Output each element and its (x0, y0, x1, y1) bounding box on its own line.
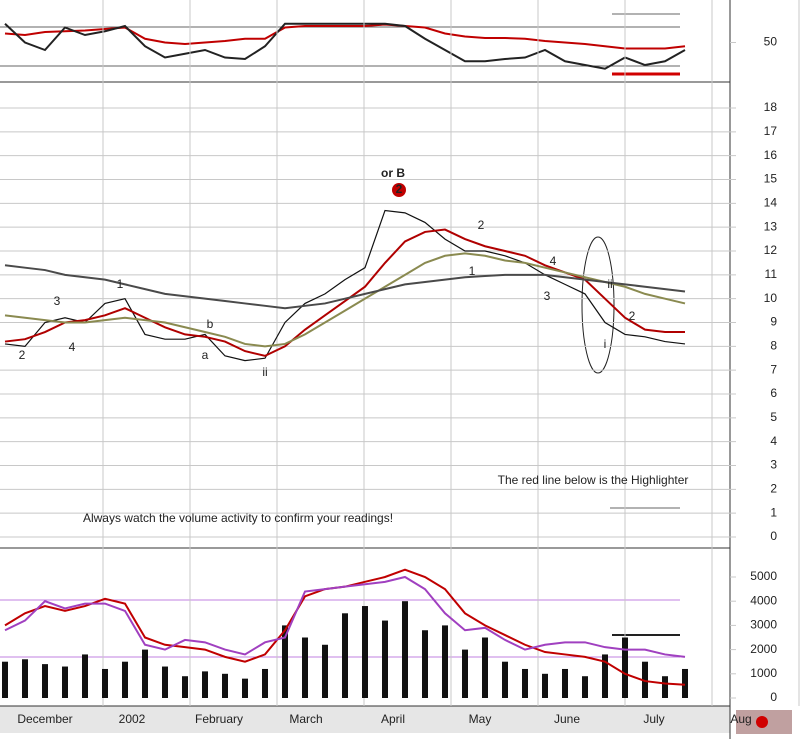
y-tick-label: 16 (764, 148, 778, 162)
x-tick-label: July (643, 712, 664, 726)
volume-bar (682, 668, 688, 698)
annotation: a (202, 348, 209, 362)
y-tick-label: 10 (764, 291, 778, 305)
volume-bar (462, 649, 468, 698)
volume-bar (102, 668, 108, 698)
y-tick-label: 11 (765, 267, 778, 281)
y-tick-label: 0 (770, 690, 777, 704)
volume-bar (42, 664, 48, 698)
y-tick-label: 12 (764, 243, 778, 257)
annotation: Always watch the volume activity to conf… (83, 511, 393, 525)
x-tick-label: March (289, 712, 322, 726)
y-tick-label: 6 (770, 386, 777, 400)
volume-bar (302, 637, 308, 698)
annotation: ii (262, 365, 267, 379)
annotation: 3 (544, 289, 551, 303)
series-line (4, 264, 686, 310)
volume-bar (642, 661, 648, 698)
y-tick-label: 3 (770, 458, 777, 472)
volume-bar (22, 659, 28, 698)
volume-bar (162, 666, 168, 698)
volume-bar (522, 668, 528, 698)
volume-bar (542, 673, 548, 698)
volume-bar (342, 613, 348, 698)
x-tick-label: February (195, 712, 243, 726)
annotation: or B (381, 166, 405, 180)
y-tick-label: 1000 (750, 666, 777, 680)
y-tick-label: 9 (770, 315, 777, 329)
volume-bar (202, 671, 208, 698)
y-tick-label: 8 (770, 339, 777, 353)
y-tick-label: 4000 (750, 593, 777, 607)
volume-bar (402, 601, 408, 698)
volume-bar (602, 654, 608, 698)
y-tick-label: 18 (764, 100, 778, 114)
volume-bar (322, 644, 328, 698)
volume-bar (382, 620, 388, 698)
volume-bar (62, 666, 68, 698)
annotation: 1 (117, 277, 124, 291)
x-tick-label: Aug (730, 712, 751, 726)
x-tick-label: May (469, 712, 492, 726)
y-tick-label: 13 (764, 219, 778, 233)
volume-bar (562, 668, 568, 698)
y-tick-label: 3000 (750, 618, 777, 632)
volume-bar (82, 654, 88, 698)
y-tick-label: 5000 (750, 569, 777, 583)
x-axis-band (0, 706, 730, 733)
volume-bar (622, 637, 628, 698)
series-line (4, 575, 686, 658)
y-tick-label: 5 (770, 410, 777, 424)
volume-bar (442, 625, 448, 698)
annotation: i (604, 337, 607, 351)
series-line (4, 22, 686, 70)
annotation: 2 (396, 182, 403, 196)
volume-bar (142, 649, 148, 698)
x-tick-label: April (381, 712, 405, 726)
annotation: 2 (478, 218, 485, 232)
annotation: 4 (550, 254, 557, 268)
annotation: 1 (469, 264, 476, 278)
annotation: 4 (69, 340, 76, 354)
volume-bar (122, 661, 128, 698)
series-line (4, 252, 686, 348)
y-tick-label: 0 (770, 529, 777, 543)
volume-bar (2, 661, 8, 698)
x-tick-label: 2002 (119, 712, 146, 726)
annotation: ii (607, 277, 612, 291)
y-tick-label: 15 (764, 172, 778, 186)
volume-bar (242, 678, 248, 698)
y-tick-label: 4 (770, 434, 777, 448)
volume-bar (262, 668, 268, 698)
y-tick-label: 14 (764, 196, 778, 210)
annotation: 2 (19, 348, 26, 362)
y-tick-label: 50 (764, 35, 778, 49)
volume-bar (582, 676, 588, 698)
volume-bar (222, 673, 228, 698)
x-tick-label: June (554, 712, 580, 726)
y-tick-label: 2 (770, 482, 777, 496)
annotation: 2 (629, 309, 636, 323)
volume-bar (282, 625, 288, 698)
volume-bar (662, 676, 668, 698)
highlight-ellipse (581, 236, 615, 374)
x-tick-label: December (17, 712, 72, 726)
annotation: The red line below is the Highlighter (498, 473, 689, 487)
volume-bar (482, 637, 488, 698)
volume-bar (182, 676, 188, 698)
y-tick-label: 2000 (750, 642, 777, 656)
logo-mark (756, 716, 768, 728)
annotation: b (207, 317, 214, 331)
volume-bar (502, 661, 508, 698)
series-line (4, 209, 686, 362)
volume-bar (422, 630, 428, 698)
y-tick-label: 17 (764, 124, 778, 138)
volume-bar (362, 606, 368, 698)
y-tick-label: 1 (770, 505, 777, 519)
annotation: 3 (54, 294, 61, 308)
y-tick-label: 7 (770, 362, 777, 376)
wave-marker (392, 183, 406, 197)
